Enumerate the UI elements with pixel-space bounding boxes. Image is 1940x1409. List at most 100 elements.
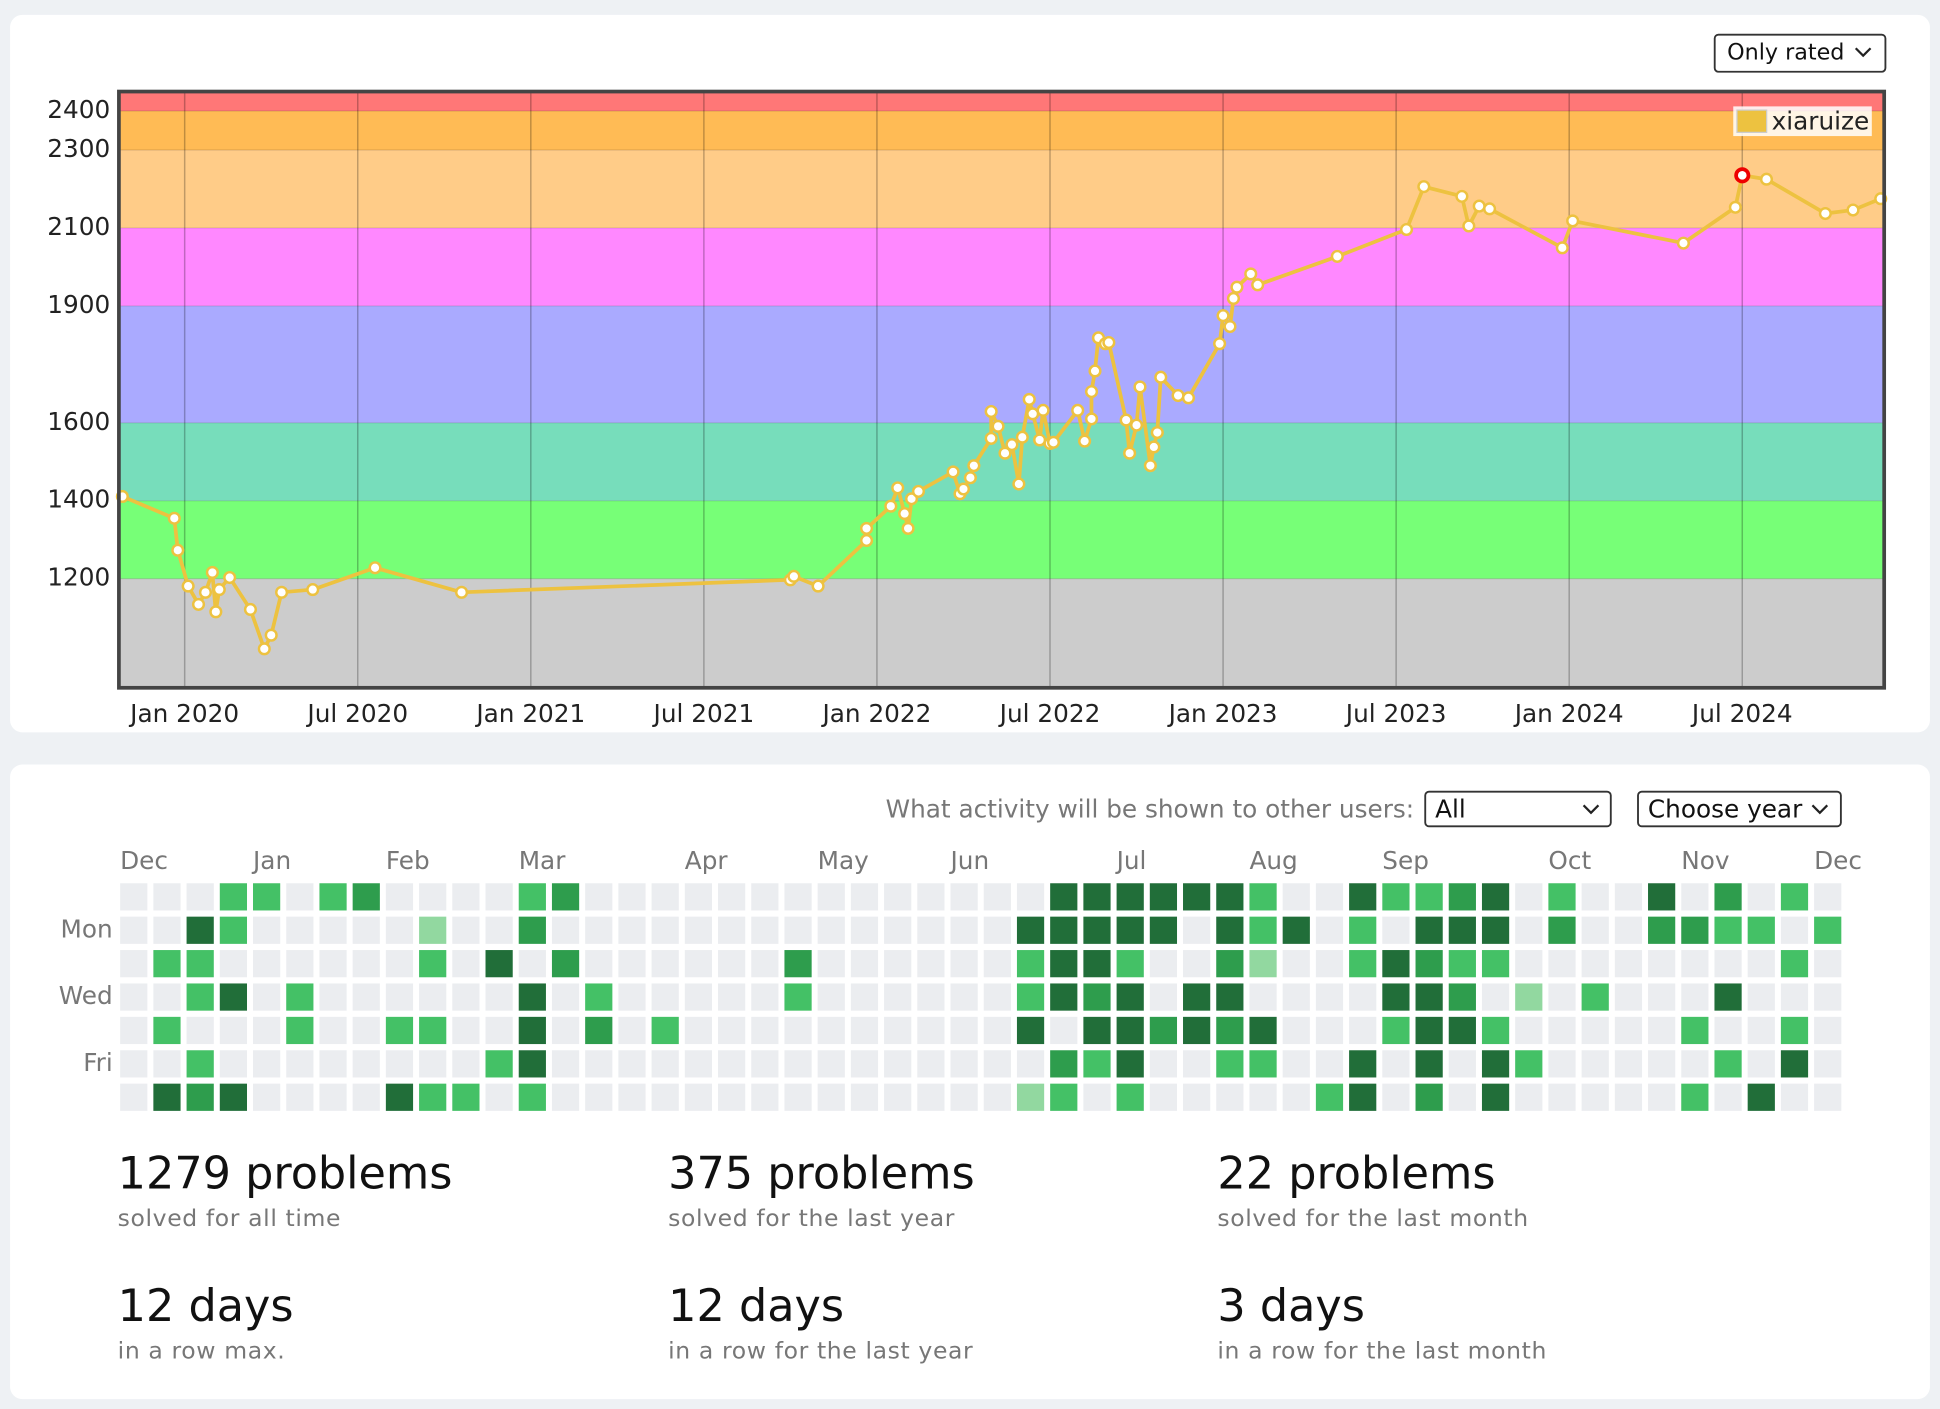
activity-cell (153, 883, 181, 911)
select-box[interactable] (1424, 790, 1612, 828)
chevron (1854, 47, 1872, 58)
activity-cell (817, 950, 845, 978)
activity-cell (551, 983, 580, 1011)
activity-cell (784, 916, 812, 944)
activity-cell (784, 1083, 812, 1111)
stat-caption: in a row max. (118, 1337, 286, 1365)
activity-cell (1016, 983, 1045, 1011)
select-box[interactable] (1637, 790, 1842, 828)
rating-point (1417, 180, 1431, 194)
rating-point (212, 583, 226, 597)
activity-cell (1714, 950, 1742, 978)
activity-cell (1249, 883, 1277, 911)
activity-cell (1614, 1050, 1643, 1078)
activity-cell (1548, 983, 1576, 1011)
activity-cell (1515, 916, 1543, 944)
rating-point (1102, 335, 1116, 350)
activity-cell (684, 1050, 713, 1078)
activity-cell (950, 1016, 978, 1045)
month-label: Apr (685, 846, 729, 875)
activity-cell (651, 916, 679, 944)
activity-cell (1216, 883, 1244, 911)
activity-cell (352, 883, 380, 911)
activity-cell (518, 916, 546, 944)
rating-band (118, 305, 1885, 423)
activity-cell (1714, 1050, 1742, 1078)
activity-cell (352, 1016, 380, 1045)
rating-point (1734, 167, 1751, 184)
activity-cell (1083, 916, 1111, 944)
rating-point (1213, 337, 1227, 351)
activity-cell (1714, 883, 1742, 911)
activity-cell (452, 1083, 480, 1111)
activity-cell (1249, 950, 1277, 978)
activity-cell (1216, 1016, 1244, 1045)
activity-cell (1747, 1050, 1775, 1078)
activity-cell (751, 1016, 779, 1045)
activity-cell (319, 916, 347, 944)
activity-cell (1016, 1050, 1045, 1078)
rating-point (1036, 403, 1050, 417)
activity-cell (983, 1016, 1011, 1045)
activity-cell (452, 1016, 480, 1045)
activity-cell (1315, 1016, 1344, 1045)
x-tick-label: Jul 2021 (652, 699, 755, 728)
activity-cell (452, 950, 480, 978)
activity-cell (518, 983, 546, 1011)
day-label: Mon (61, 914, 113, 943)
activity-cell (1249, 1016, 1277, 1045)
activity-cell (1050, 1050, 1078, 1078)
activity-cell (983, 916, 1011, 944)
rating-point (198, 585, 212, 599)
activity-cell (817, 1016, 845, 1045)
rating-point (1046, 435, 1061, 449)
day-label: Wed (59, 981, 113, 1010)
rating-point (205, 565, 219, 580)
activity-cell (1681, 983, 1709, 1011)
rating-point (243, 602, 257, 617)
rating-point (1216, 309, 1230, 323)
month-label: Jul (1115, 846, 1147, 875)
x-tick-label: Jul 2023 (1344, 699, 1447, 728)
activity-cell (1747, 950, 1775, 978)
rating-band (118, 111, 1885, 150)
activity-cell (1282, 1083, 1310, 1111)
select-value: Choose year (1648, 794, 1803, 823)
month-label: Feb (386, 846, 430, 875)
activity-cell (319, 983, 347, 1011)
activity-cell (950, 1083, 978, 1111)
activity-cell (718, 983, 746, 1011)
rating-band (118, 91, 1885, 112)
activity-cell (1780, 983, 1809, 1011)
stat-value: 12 days (118, 1280, 294, 1332)
activity-cell (1050, 883, 1078, 911)
activity-cell (817, 1050, 845, 1078)
rating-point (1676, 236, 1690, 250)
y-tick-label: 2100 (47, 212, 110, 241)
stat-value: 3 days (1217, 1280, 1365, 1332)
year-select[interactable]: Choose year (1637, 790, 1842, 828)
activity-cell (1614, 950, 1643, 978)
activity-cell (618, 883, 646, 911)
rating-point (275, 585, 289, 599)
month-label: Jan (251, 846, 291, 875)
activity-cell (419, 1016, 447, 1045)
rating-point (1071, 403, 1085, 417)
activity-cell (1747, 1016, 1775, 1045)
activity-cell (1349, 1083, 1377, 1111)
filter-select[interactable]: Only rated (1713, 33, 1887, 73)
activity-cell (718, 1016, 746, 1045)
activity-cell (1681, 1050, 1709, 1078)
rating-point (1244, 267, 1258, 281)
visibility-select[interactable]: All (1424, 790, 1612, 828)
select-box[interactable] (1713, 33, 1887, 73)
activity-cell (186, 916, 214, 944)
activity-cell (1382, 950, 1410, 978)
rating-point (901, 521, 915, 535)
activity-cell (585, 1016, 613, 1045)
activity-cell (1780, 916, 1809, 944)
activity-cell (983, 883, 1011, 911)
activity-cell (817, 983, 845, 1011)
rating-point (1143, 459, 1157, 473)
